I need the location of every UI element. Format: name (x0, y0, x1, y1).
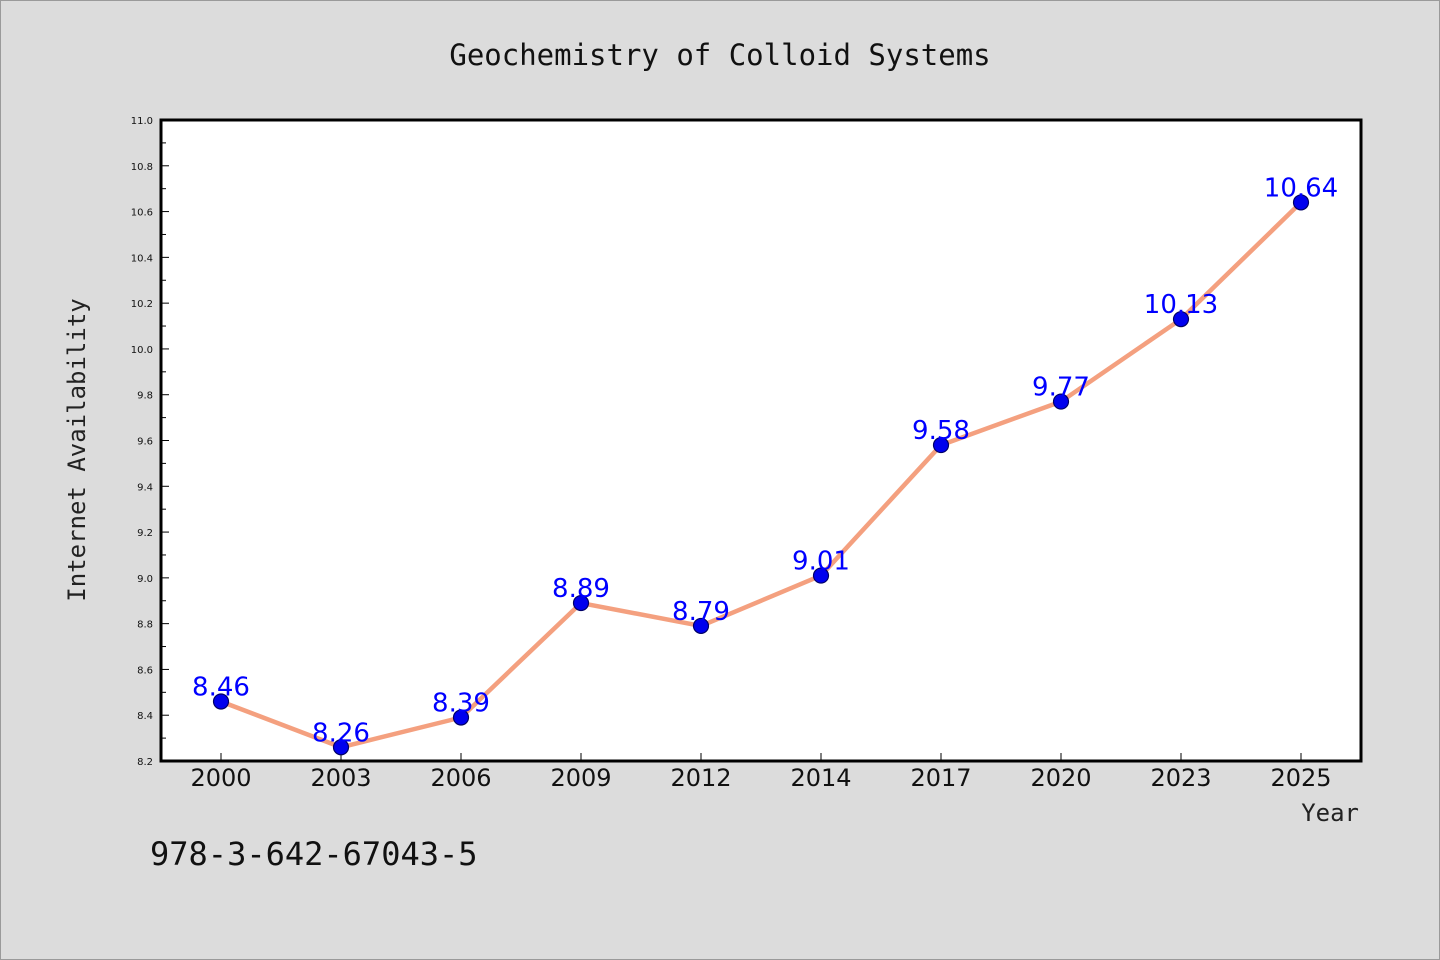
y-tick-label: 11.0 (131, 116, 153, 127)
data-point (452, 709, 470, 726)
y-tick-label: 9.8 (137, 391, 153, 402)
x-tick-label: 2009 (550, 764, 611, 792)
data-label: 8.26 (312, 718, 370, 748)
data-label: 9.01 (792, 547, 850, 577)
y-tick-label: 8.4 (137, 711, 153, 722)
data-point (692, 617, 710, 635)
x-tick-label: 2017 (910, 764, 971, 792)
data-labels: 8.46 8.26 8.39 8.89 8.79 9.01 9.58 9.77 10.13 10.… (192, 173, 1338, 748)
data-point (212, 693, 230, 710)
y-tick-label: 8.8 (137, 620, 153, 631)
x-tick-label: 2014 (790, 764, 851, 792)
x-tick-label: 2020 (1030, 764, 1091, 792)
x-tick-label: 2023 (1150, 764, 1211, 792)
y-tick-label: 10.0 (131, 345, 153, 356)
y-tick-label: 9.0 (137, 574, 153, 585)
series-line (218, 200, 1304, 750)
data-label: 10.64 (1264, 173, 1338, 203)
data-label: 8.39 (432, 689, 490, 719)
chart-title: Geochemistry of Colloid Systems (449, 38, 990, 72)
data-label: 10.13 (1144, 290, 1218, 320)
y-tick-label: 10.6 (131, 208, 153, 219)
y-tick-label: 8.2 (137, 757, 153, 768)
isbn-text: 978-3-642-67043-5 (150, 835, 478, 873)
series-line-layer (218, 200, 1304, 750)
data-label: 9.58 (912, 416, 970, 446)
y-axis-label: Internet Availability (63, 298, 91, 601)
data-label: 8.89 (552, 574, 610, 604)
x-axis-label: Year (1301, 799, 1359, 827)
data-point (932, 436, 950, 454)
data-point (1052, 393, 1070, 410)
y-tick-label: 10.4 (131, 253, 153, 264)
x-tick-label: 2000 (190, 764, 251, 792)
plot-area (161, 120, 1361, 761)
data-label: 8.79 (672, 597, 730, 627)
data-point (572, 594, 590, 612)
x-tick-label: 2025 (1270, 764, 1331, 792)
y-tick-label: 10.2 (131, 299, 153, 310)
data-point (1172, 311, 1190, 328)
data-points (212, 194, 1310, 756)
x-tick-label: 2006 (430, 764, 491, 792)
y-tick-label: 10.8 (131, 162, 153, 173)
data-label: 9.77 (1032, 373, 1090, 403)
y-tick-label: 9.2 (137, 528, 153, 539)
axis-ticks: 8.2 8.4 8.6 8.8 9.0 9.2 9.4 9.6 9.8 10.0 10.2 10.4 1… (131, 116, 1332, 792)
y-tick-label: 9.4 (137, 482, 153, 493)
data-point (332, 739, 350, 756)
data-point (812, 567, 830, 584)
y-tick-label: 8.6 (137, 665, 153, 676)
data-point (1292, 194, 1310, 211)
plot-frame (159, 118, 1363, 763)
x-tick-label: 2012 (670, 764, 731, 792)
data-label: 8.46 (192, 672, 250, 702)
x-tick-label: 2003 (310, 764, 371, 792)
y-tick-label: 9.6 (137, 437, 153, 448)
